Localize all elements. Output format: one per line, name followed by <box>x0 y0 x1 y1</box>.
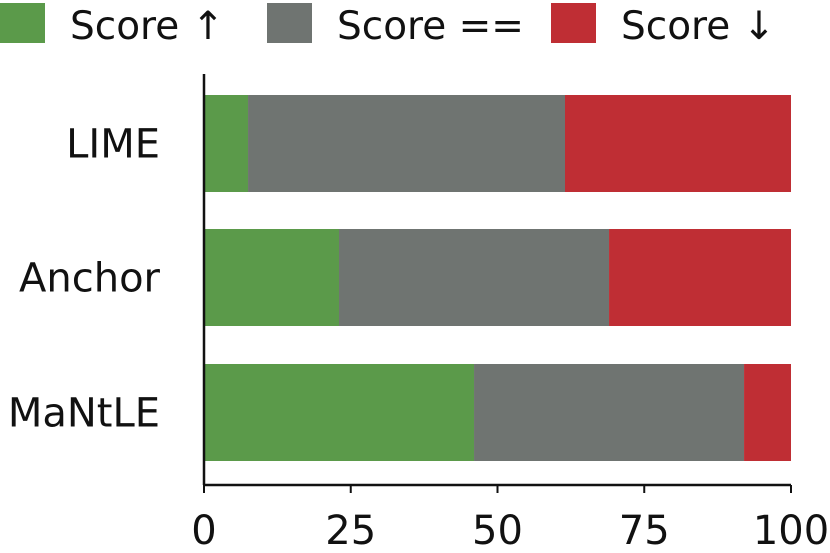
bar-lime-series-1 <box>204 95 249 192</box>
x-tick-label: 25 <box>325 508 376 553</box>
bar-mantle-series-3 <box>744 364 791 461</box>
bar-lime-series-3 <box>565 95 791 192</box>
legend-swatch <box>267 3 312 43</box>
legend-label: Score ↑ <box>70 4 224 49</box>
x-tick-label: 75 <box>619 508 670 553</box>
category-labels: LIME Anchor MaNtLE <box>8 122 161 437</box>
legend-swatch <box>551 3 596 43</box>
bar-anchor-series-1 <box>204 229 340 326</box>
x-tick-label: 0 <box>191 508 216 553</box>
category-label-anchor: Anchor <box>19 256 161 302</box>
bar-mantle-series-1 <box>204 364 475 461</box>
legend: Score ↑ Score == Score ↓ <box>0 3 775 49</box>
bar-anchor-series-3 <box>609 229 791 326</box>
category-label-lime: LIME <box>66 122 160 168</box>
bar-lime-series-2 <box>248 95 566 192</box>
bar-mantle-series-2 <box>474 364 745 461</box>
x-tick-label: 100 <box>753 508 829 553</box>
bar-anchor-series-2 <box>339 229 610 326</box>
legend-swatch <box>0 3 45 43</box>
category-label-mantle: MaNtLE <box>8 391 160 437</box>
legend-label: Score ↓ <box>621 4 775 49</box>
legend-label: Score == <box>337 4 524 49</box>
x-ticks: 0 25 50 75 100 <box>191 485 829 553</box>
x-tick-label: 50 <box>472 508 523 553</box>
bars <box>204 95 791 461</box>
